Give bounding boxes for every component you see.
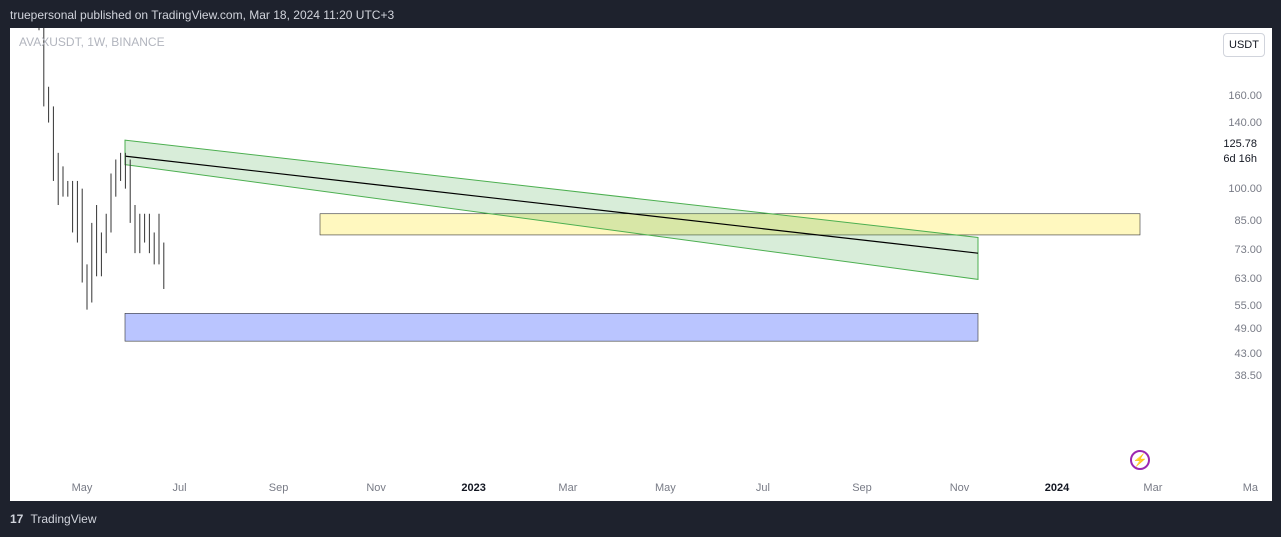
price-tick-label: 100.00 (1228, 182, 1262, 195)
price-tick-label: 160.00 (1228, 90, 1262, 103)
tradingview-logo-icon: 17 (10, 512, 24, 526)
price-tick-label: 85.00 (1234, 214, 1262, 227)
price-tick-label: 73.00 (1234, 244, 1262, 257)
trendline (124, 155, 979, 254)
support-zone (124, 313, 979, 342)
time-tick-label: 2024 (1044, 482, 1070, 494)
time-tick-label: Mar (1143, 482, 1163, 494)
lightning-icon[interactable]: ⚡ (1130, 450, 1150, 470)
trend-channel (124, 139, 979, 280)
time-tick-label: Sep (852, 482, 872, 494)
price-tick-label: 49.00 (1234, 322, 1262, 335)
resistance-zone (319, 213, 1141, 236)
footer: 17 TradingView (10, 512, 97, 526)
time-tick-label: 2023 (461, 482, 486, 494)
time-tick-label: Jul (172, 482, 187, 494)
time-tick-label: Nov (949, 482, 970, 494)
time-tick-label: May (655, 482, 676, 494)
time-tick-label: Sep (268, 482, 289, 494)
footer-brand: TradingView (30, 512, 97, 526)
current-price-label: 125.78 (1223, 137, 1257, 150)
time-tick-label: Mar (558, 482, 578, 494)
bar-countdown: 6d 16h (1223, 152, 1257, 165)
chart-panel[interactable]: AVAXUSDT, 1W, BINANCE USDT 160.00 140.00 1… (10, 28, 1272, 501)
currency-button[interactable]: USDT (1223, 33, 1265, 57)
top-bar: truepersonal published on TradingView.co… (0, 0, 1281, 28)
price-tick-label: 38.50 (1234, 370, 1262, 383)
time-tick-label: May (71, 482, 93, 494)
price-tick-label: 140.00 (1228, 116, 1262, 129)
price-tick-label: 43.00 (1234, 348, 1262, 361)
price-chart[interactable] (10, 28, 1272, 501)
symbol-info: AVAXUSDT, 1W, BINANCE (19, 35, 165, 49)
price-tick-label: 63.00 (1234, 273, 1262, 286)
time-tick-label: Nov (366, 482, 386, 494)
time-tick-label: Ma (1242, 482, 1259, 494)
price-tick-label: 55.00 (1234, 300, 1262, 313)
publisher-text: truepersonal published on TradingView.co… (10, 8, 395, 22)
time-tick-label: Jul (755, 482, 770, 494)
